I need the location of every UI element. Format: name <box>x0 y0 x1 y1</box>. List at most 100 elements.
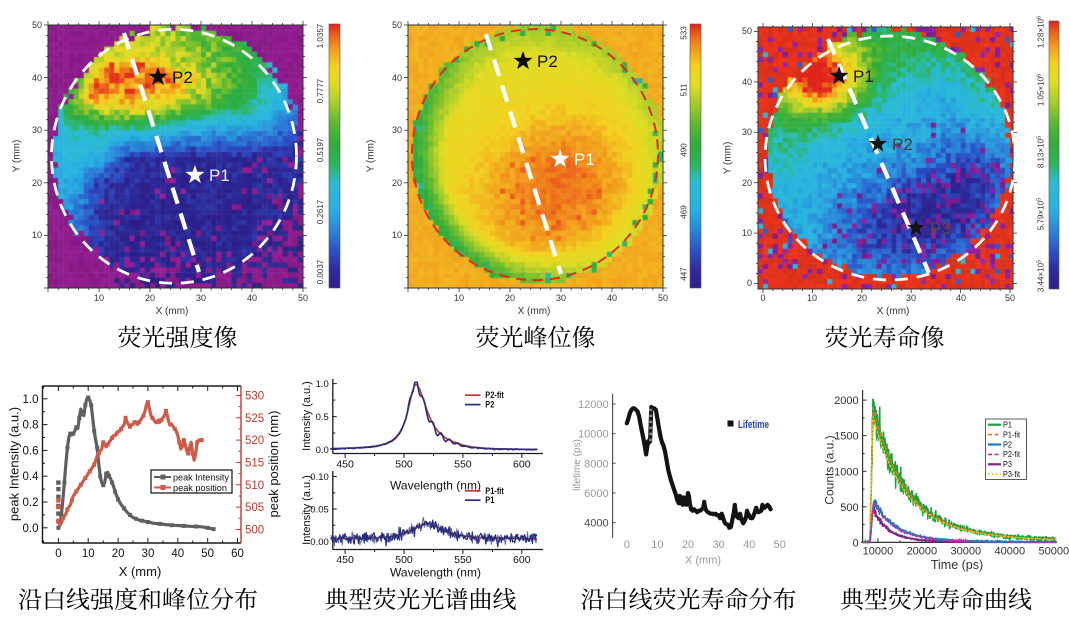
svg-text:P1: P1 <box>485 495 494 505</box>
svg-text:50: 50 <box>392 20 402 30</box>
svg-text:0: 0 <box>624 539 630 551</box>
svg-text:50: 50 <box>1005 293 1015 303</box>
svg-text:peak position: peak position <box>173 483 227 494</box>
svg-text:0.05: 0.05 <box>310 505 329 516</box>
svg-text:0.4: 0.4 <box>23 471 40 483</box>
svg-text:600: 600 <box>513 554 531 566</box>
svg-text:500: 500 <box>245 525 264 537</box>
svg-text:20: 20 <box>505 293 515 303</box>
svg-text:50000: 50000 <box>1038 546 1069 558</box>
svg-text:450: 450 <box>336 459 354 471</box>
svg-text:20: 20 <box>392 178 402 188</box>
svg-text:10: 10 <box>454 293 464 303</box>
svg-text:X (mm): X (mm) <box>877 306 910 317</box>
svg-text:510: 510 <box>245 480 264 492</box>
svg-text:20: 20 <box>112 548 125 560</box>
svg-text:30: 30 <box>712 539 724 551</box>
svg-text:0: 0 <box>55 548 61 560</box>
svg-text:1000: 1000 <box>834 466 858 478</box>
svg-text:0.7777: 0.7777 <box>316 78 325 103</box>
svg-text:40: 40 <box>171 548 184 560</box>
svg-text:500: 500 <box>395 459 413 471</box>
svg-text:P2: P2 <box>1003 440 1012 449</box>
svg-text:30: 30 <box>906 293 916 303</box>
svg-text:0.0037: 0.0037 <box>316 259 325 284</box>
svg-text:8.13×105: 8.13×105 <box>1037 136 1046 168</box>
svg-text:40: 40 <box>607 293 617 303</box>
svg-text:40: 40 <box>32 73 42 83</box>
svg-text:10000: 10000 <box>578 429 609 441</box>
svg-text:450: 450 <box>336 554 354 566</box>
svg-text:peak Intensity (a.u.): peak Intensity (a.u.) <box>7 407 22 521</box>
svg-text:0.00: 0.00 <box>310 537 329 548</box>
svg-text:P2-fit: P2-fit <box>485 390 504 400</box>
svg-text:30000: 30000 <box>951 546 982 558</box>
svg-text:30: 30 <box>32 125 42 135</box>
svg-text:P3: P3 <box>930 219 951 238</box>
svg-text:500: 500 <box>840 502 858 514</box>
svg-text:40: 40 <box>956 293 966 303</box>
svg-text:20: 20 <box>32 178 42 188</box>
svg-text:3.44×105: 3.44×105 <box>1037 260 1046 292</box>
svg-text:500: 500 <box>395 554 413 566</box>
svg-text:20: 20 <box>742 178 752 188</box>
svg-text:30: 30 <box>742 127 752 137</box>
svg-text:525: 525 <box>245 413 264 425</box>
svg-text:533: 533 <box>680 26 689 40</box>
svg-text:P2: P2 <box>172 68 193 87</box>
svg-text:30: 30 <box>142 548 155 560</box>
svg-text:P1: P1 <box>1003 421 1012 430</box>
svg-text:0: 0 <box>760 293 765 303</box>
svg-text:P1: P1 <box>209 166 230 185</box>
svg-text:X (mm): X (mm) <box>518 306 551 317</box>
svg-text:Y (mm): Y (mm) <box>723 142 734 175</box>
svg-text:40: 40 <box>247 293 257 303</box>
svg-text:Intensity (a.u.): Intensity (a.u.) <box>301 381 313 451</box>
svg-text:50: 50 <box>742 26 752 36</box>
svg-text:469: 469 <box>680 205 689 219</box>
svg-text:0: 0 <box>852 537 858 549</box>
svg-text:30: 30 <box>392 125 402 135</box>
svg-text:0.6: 0.6 <box>23 445 39 457</box>
svg-text:0.5197: 0.5197 <box>316 137 325 162</box>
svg-text:550: 550 <box>454 459 472 471</box>
svg-text:50: 50 <box>201 548 214 560</box>
svg-text:50: 50 <box>658 293 668 303</box>
svg-text:8000: 8000 <box>584 458 608 470</box>
svg-text:P1: P1 <box>853 67 874 86</box>
svg-text:600: 600 <box>513 459 531 471</box>
svg-text:4000: 4000 <box>584 518 608 530</box>
svg-text:P2: P2 <box>485 400 494 410</box>
svg-text:447: 447 <box>680 267 689 281</box>
svg-text:10: 10 <box>32 230 42 240</box>
svg-text:1.28×106: 1.28×106 <box>1037 16 1046 48</box>
svg-text:Y (mm): Y (mm) <box>366 140 377 173</box>
svg-text:10000: 10000 <box>863 546 894 558</box>
svg-text:10: 10 <box>807 293 817 303</box>
svg-text:505: 505 <box>245 502 264 514</box>
svg-text:40: 40 <box>742 77 752 87</box>
svg-text:50: 50 <box>774 539 786 551</box>
svg-text:0.5: 0.5 <box>316 412 329 423</box>
svg-text:50: 50 <box>32 20 42 30</box>
svg-text:20: 20 <box>682 539 694 551</box>
svg-text:1500: 1500 <box>834 431 858 443</box>
svg-text:X (mm): X (mm) <box>685 555 721 567</box>
svg-text:P1-fit: P1-fit <box>1003 430 1021 439</box>
svg-text:12000: 12000 <box>578 399 609 411</box>
svg-text:Counts (a.u.): Counts (a.u.) <box>823 435 837 504</box>
svg-text:1.0: 1.0 <box>23 394 39 406</box>
svg-text:1.0: 1.0 <box>316 379 329 390</box>
svg-text:lifetime (ps): lifetime (ps) <box>572 439 583 491</box>
svg-text:P2: P2 <box>892 135 913 154</box>
svg-text:5.79×105: 5.79×105 <box>1037 198 1046 230</box>
svg-text:Lifetime: Lifetime <box>738 419 769 431</box>
svg-text:X (mm): X (mm) <box>156 306 189 317</box>
svg-text:60: 60 <box>231 548 244 560</box>
svg-text:10: 10 <box>392 230 402 240</box>
svg-text:P1-fit: P1-fit <box>485 486 504 496</box>
svg-text:0.2617: 0.2617 <box>316 199 325 224</box>
svg-text:20000: 20000 <box>907 546 938 558</box>
svg-text:Wavelength (nm): Wavelength (nm) <box>390 566 481 580</box>
svg-text:10: 10 <box>651 539 663 551</box>
